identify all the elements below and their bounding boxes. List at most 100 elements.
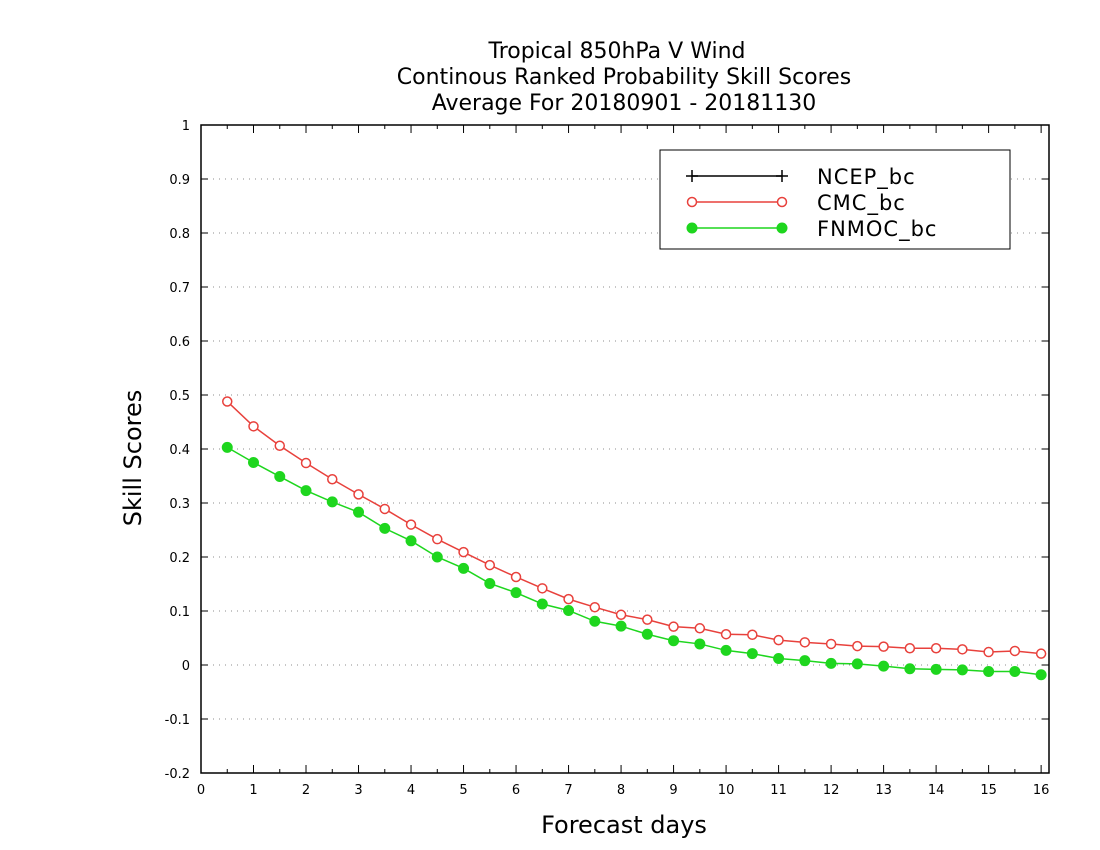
series-cmc-bc	[222, 396, 1047, 659]
x-tick-label: 6	[512, 783, 520, 798]
data-point	[326, 496, 338, 508]
legend-label: FNMOC_bc	[817, 217, 937, 242]
data-point	[222, 396, 233, 407]
y-tick-label: 0	[182, 659, 190, 674]
data-point	[694, 638, 706, 650]
y-tick-label: 0.7	[169, 281, 190, 296]
data-point	[615, 620, 627, 632]
data-point	[484, 577, 496, 589]
data-point	[851, 658, 863, 670]
data-point	[825, 638, 837, 650]
data-point	[983, 665, 995, 677]
data-point	[773, 634, 784, 646]
series-line	[226, 446, 1042, 676]
data-point	[852, 640, 863, 652]
legend-marker	[776, 170, 788, 182]
data-point	[379, 503, 391, 515]
data-point	[746, 648, 758, 660]
data-point	[221, 441, 233, 453]
data-point	[1035, 669, 1047, 681]
data-point	[773, 653, 785, 665]
x-tick-label: 13	[875, 783, 892, 798]
data-point	[274, 471, 286, 483]
data-point	[248, 457, 260, 468]
x-tick-label: 2	[302, 783, 310, 798]
y-tick-label: 1	[182, 119, 190, 134]
series-fnmoc-bc	[221, 441, 1047, 681]
data-point	[536, 598, 548, 610]
data-point	[274, 440, 286, 452]
data-point	[825, 657, 837, 669]
data-point	[1009, 665, 1021, 677]
legend-label: CMC_bc	[817, 191, 906, 216]
data-point	[641, 628, 653, 640]
data-point	[720, 644, 732, 656]
y-tick-label: 0.8	[169, 227, 190, 242]
x-tick-label: 15	[980, 783, 997, 798]
data-point	[930, 643, 942, 654]
x-tick-label: 12	[823, 783, 840, 798]
data-point	[956, 664, 968, 676]
grid-lines	[201, 178, 1049, 720]
y-tick-label: -0.2	[165, 767, 190, 782]
x-tick-label: 11	[770, 783, 787, 798]
data-point	[904, 663, 916, 675]
legend-marker	[686, 170, 698, 182]
x-tick-label: 14	[928, 783, 945, 798]
legend-marker	[776, 222, 788, 234]
data-point	[878, 641, 889, 652]
legend-item-ncep-bc: NCEP_bc	[686, 165, 916, 190]
x-tick-label: 0	[197, 783, 205, 798]
data-point	[983, 646, 994, 658]
data-point	[563, 593, 574, 605]
data-point	[537, 583, 548, 594]
data-point	[563, 604, 575, 616]
data-point	[957, 644, 968, 655]
data-point	[930, 663, 942, 675]
chart-title: Tropical 850hPa V Wind Continous Ranked …	[397, 39, 851, 116]
data-point	[327, 473, 338, 485]
data-point	[615, 609, 627, 621]
data-point	[747, 629, 758, 641]
legend-marker	[686, 222, 698, 234]
data-point	[904, 643, 916, 654]
data-point	[300, 485, 312, 497]
legend-item-cmc-bc: CMC_bc	[686, 191, 906, 216]
x-tick-label: 8	[617, 783, 625, 798]
data-point	[458, 562, 470, 574]
axis-ticks: -0.2-0.100.10.20.30.40.50.60.70.80.910 1 2…	[165, 119, 1050, 798]
legend-box	[659, 149, 1011, 250]
y-tick-label: -0.1	[165, 713, 190, 728]
data-point	[379, 522, 391, 534]
data-point	[589, 615, 601, 627]
data-point	[431, 551, 443, 563]
x-tick-label: 5	[459, 783, 467, 798]
data-point	[484, 559, 496, 571]
y-tick-label: 0.6	[169, 335, 190, 350]
data-point	[432, 533, 443, 545]
data-point	[458, 546, 469, 558]
y-tick-label: 0.3	[169, 497, 190, 512]
x-tick-label: 9	[669, 783, 677, 798]
x-tick-label: 3	[354, 783, 362, 798]
data-point	[510, 587, 522, 599]
y-tick-label: 0.2	[169, 551, 190, 566]
y-tick-label: 0.9	[169, 173, 190, 188]
legend-marker	[686, 196, 698, 208]
chart-title-line-2: Continous Ranked Probability Skill Score…	[397, 65, 851, 90]
data-point	[642, 614, 653, 625]
legend-item-fnmoc-bc: FNMOC_bc	[686, 217, 937, 242]
data-point	[799, 637, 811, 648]
data-series	[221, 396, 1047, 681]
x-tick-label: 1	[249, 783, 257, 798]
data-point	[353, 506, 365, 518]
y-axis-label: Skill Scores	[119, 390, 147, 527]
data-point	[1009, 645, 1021, 657]
y-tick-label: 0.1	[169, 605, 190, 620]
data-point	[668, 621, 679, 632]
data-point	[1035, 648, 1047, 659]
legend-label: NCEP_bc	[817, 165, 916, 190]
x-tick-label: 10	[718, 783, 735, 798]
